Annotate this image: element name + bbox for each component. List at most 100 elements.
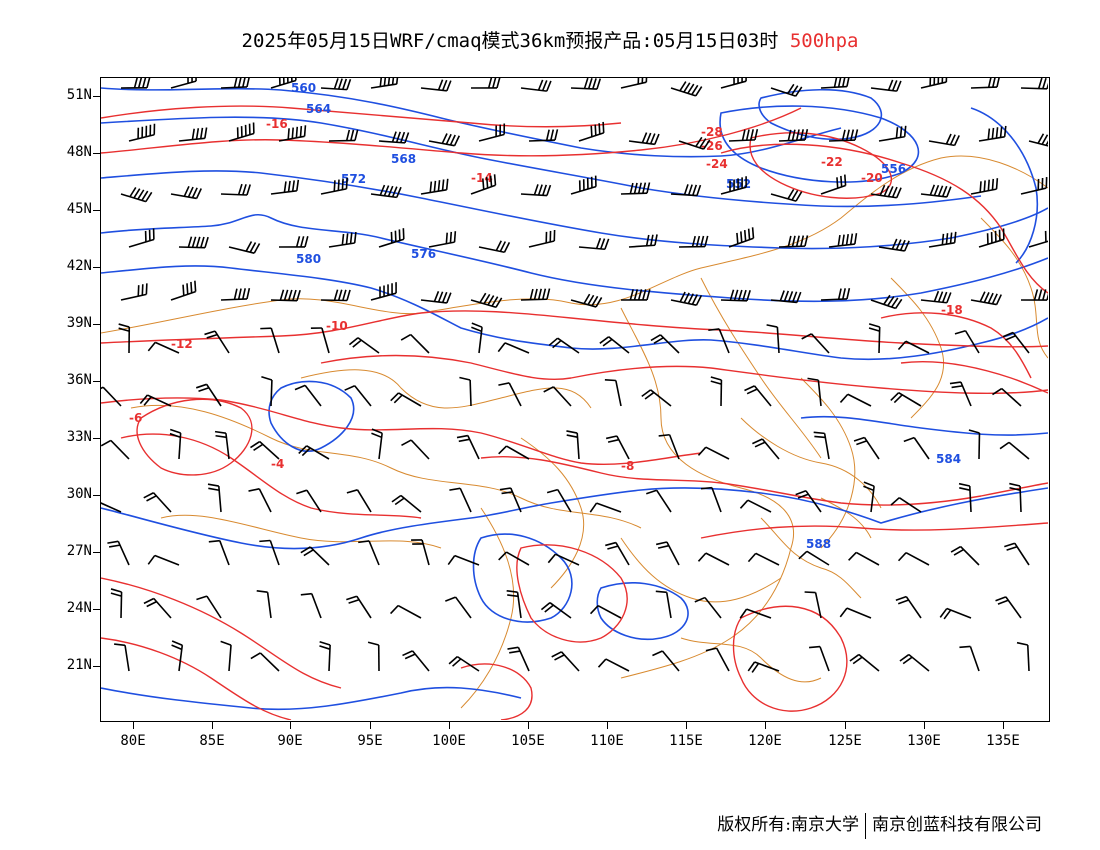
wind-barb <box>641 389 672 407</box>
wind-barb <box>720 289 751 302</box>
wind-barb <box>498 382 522 407</box>
lon-label: 80E <box>120 733 146 749</box>
wind-barb <box>248 488 272 513</box>
temperature-contour <box>100 310 1049 348</box>
wind-barb <box>628 234 658 248</box>
boundary-line <box>520 437 585 589</box>
wind-barb <box>420 290 452 304</box>
wind-barb <box>770 83 803 97</box>
wind-barb <box>1020 289 1051 301</box>
lon-label: 90E <box>277 733 303 749</box>
height-label: 584 <box>936 452 961 466</box>
wind-barb <box>620 182 651 195</box>
wind-barb <box>878 125 907 142</box>
wind-barb <box>670 184 702 197</box>
wind-barb <box>328 231 357 248</box>
wind-barb <box>620 71 648 89</box>
boundary-line <box>300 369 592 409</box>
wind-barb <box>995 596 1022 619</box>
wind-barb <box>920 290 952 304</box>
lat-tick <box>93 96 100 97</box>
lat-label: 48N <box>66 144 92 160</box>
copyright-left: 版权所有:南京大学 <box>717 815 859 835</box>
wind-barb <box>897 340 930 354</box>
wind-barb <box>471 322 483 354</box>
wind-barb <box>570 293 603 308</box>
lat-tick <box>93 609 100 610</box>
wind-barb <box>747 552 780 566</box>
wind-barb <box>358 540 380 566</box>
wind-barb <box>949 381 972 407</box>
wind-barb <box>890 497 922 513</box>
height-label: 564 <box>306 102 331 116</box>
temperature-contour <box>700 522 1049 539</box>
wind-barb <box>114 643 130 672</box>
temperature-label: -12 <box>171 337 193 351</box>
wind-barb <box>128 228 155 248</box>
wind-barb <box>344 385 372 407</box>
lat-label: 24N <box>66 600 92 616</box>
boundary-line <box>680 637 822 683</box>
wind-barb <box>770 188 803 202</box>
wind-barb <box>270 289 301 302</box>
wind-barb <box>298 445 330 460</box>
wind-barb <box>143 492 172 513</box>
temperature-label: -4 <box>271 457 284 471</box>
height-label: 576 <box>411 247 436 261</box>
wind-barb <box>139 394 172 407</box>
map-panel: 560 564 568 572 576 580 584 588 556 552 … <box>89 69 1061 722</box>
wind-barb <box>778 128 809 142</box>
wind-barb <box>256 589 272 619</box>
wind-barb <box>820 288 851 301</box>
wind-barb <box>370 73 399 89</box>
boundary-line <box>620 537 782 603</box>
boundary-line <box>980 217 1049 359</box>
temperature-contour <box>320 354 1049 395</box>
wind-barb <box>250 652 280 672</box>
wind-barb <box>520 288 551 301</box>
wind-barb <box>578 237 610 251</box>
wind-barb <box>1028 133 1061 149</box>
wind-barb <box>849 653 880 672</box>
wind-barb <box>720 70 747 89</box>
wind-barb <box>228 122 255 142</box>
wind-barb <box>658 433 680 460</box>
wind-barb <box>250 440 280 460</box>
wind-barb <box>678 235 709 248</box>
temperature-contour <box>100 107 802 157</box>
height-label: 588 <box>806 537 831 551</box>
wind-barb <box>978 228 1005 248</box>
wind-barb <box>928 231 957 248</box>
wind-barb <box>655 590 672 619</box>
wind-barb <box>766 324 780 354</box>
wind-barb <box>470 174 497 195</box>
wind-barb <box>207 483 222 513</box>
lat-tick <box>93 552 100 553</box>
wind-barb <box>697 552 730 566</box>
height-contour <box>268 380 355 452</box>
lon-label: 105E <box>511 733 545 749</box>
wind-barb <box>959 645 980 672</box>
temperature-contour <box>100 637 292 721</box>
wind-barb <box>107 540 130 566</box>
copyright-separator <box>865 812 866 839</box>
temperature-contour <box>100 577 342 689</box>
temperature-label: -20 <box>861 171 883 185</box>
wind-barb <box>778 235 809 248</box>
temperature-contour <box>136 398 253 476</box>
title-main: 2025年05月15日WRF/cmaq模式36km预报产品:05月15日03时 <box>241 30 779 52</box>
lon-tick <box>528 722 529 729</box>
lon-tick <box>1003 722 1004 729</box>
wind-barb <box>697 446 730 460</box>
wind-barb <box>478 240 511 254</box>
wind-barb <box>120 187 153 203</box>
wind-barb <box>208 539 230 566</box>
wind-barb <box>728 128 759 142</box>
wind-barb <box>411 539 430 566</box>
wind-barb <box>853 436 880 460</box>
wind-barb <box>646 489 672 513</box>
temperature-contour <box>720 143 1049 294</box>
wind-barb <box>652 650 680 672</box>
lon-label: 85E <box>199 733 225 749</box>
height-contour <box>100 87 842 158</box>
